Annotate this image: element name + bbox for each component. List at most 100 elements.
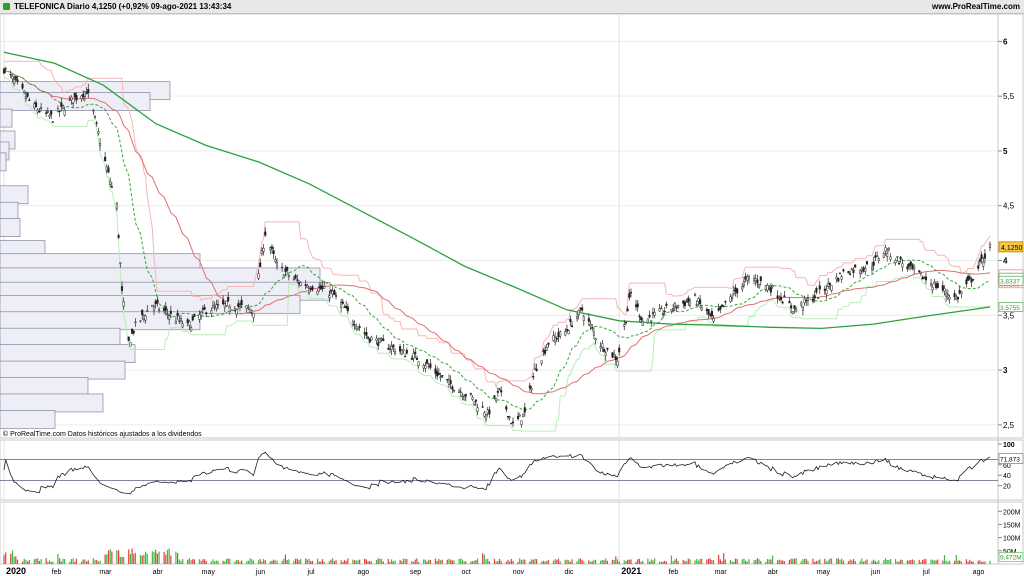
volume-bar: [871, 560, 873, 564]
volume-bar: [613, 559, 615, 564]
site-link[interactable]: www.ProRealTime.com: [931, 2, 1020, 11]
candle-body: [842, 269, 845, 272]
candle-body: [946, 294, 949, 296]
candle-body: [152, 305, 156, 311]
candle-body: [72, 102, 75, 104]
candle-body: [825, 289, 828, 295]
volume-bar: [889, 559, 892, 564]
volume-bar: [177, 553, 179, 564]
moving-average-50: [3, 70, 991, 395]
volume-bar: [367, 561, 369, 564]
candle-body: [710, 311, 713, 317]
candle-body: [257, 273, 260, 279]
volume-bar: [214, 561, 216, 564]
candle-body: [945, 293, 948, 297]
volume-bar: [824, 558, 826, 564]
volume-bar: [252, 560, 255, 564]
volume-bar: [783, 561, 785, 564]
indicator-value-box: [998, 302, 1024, 312]
volume-bar: [37, 558, 39, 564]
volume-bar: [792, 558, 794, 564]
candle-body: [235, 309, 238, 315]
price-tick-label: 5: [1003, 147, 1008, 156]
volume-bar: [227, 558, 229, 564]
candle-body: [95, 122, 98, 124]
volume-bar: [862, 561, 865, 564]
volume-bar: [48, 560, 51, 564]
volume-bar: [276, 560, 278, 564]
candle-body: [670, 308, 673, 312]
volume-bar: [778, 559, 780, 564]
volume-bar: [854, 560, 856, 564]
candle-body: [346, 306, 349, 312]
volume-bar: [812, 558, 814, 564]
candle-body: [523, 407, 526, 413]
candle-body: [105, 166, 108, 171]
volume-bar: [780, 560, 782, 564]
candle-body: [483, 412, 486, 417]
candle-body: [318, 286, 321, 288]
candle-body: [99, 143, 102, 146]
volume-bar: [664, 560, 666, 564]
volume-bar: [343, 560, 346, 564]
volume-bar: [332, 558, 334, 564]
candle-body: [918, 270, 921, 273]
candle-body: [601, 343, 604, 348]
candle-body: [201, 308, 204, 310]
candle-body: [813, 295, 816, 299]
candle-body: [781, 301, 784, 304]
candle-body: [882, 252, 885, 258]
candle-body: [673, 302, 676, 308]
volume-bar: [52, 561, 54, 564]
volume-bar: [510, 558, 512, 564]
volume-bar: [47, 561, 49, 564]
volume-bar: [274, 560, 276, 564]
volume-bar: [888, 559, 890, 564]
candle-body: [933, 281, 936, 284]
volume-bar: [571, 559, 573, 564]
candle-body: [223, 303, 226, 308]
candle-body: [331, 290, 334, 295]
candle-body: [592, 331, 595, 336]
candle-body: [179, 318, 183, 322]
candle-body: [752, 278, 756, 282]
volume-bar: [187, 559, 189, 564]
volume-bar: [163, 551, 165, 564]
volume-bar: [438, 558, 440, 564]
candle-body: [587, 318, 590, 322]
volume-bar: [414, 559, 416, 564]
volume-bar: [625, 561, 627, 564]
volume-bar: [947, 561, 949, 564]
volume-bar: [682, 559, 684, 564]
volume-bar: [918, 559, 920, 564]
candle-body: [854, 264, 857, 268]
candle-body: [355, 326, 358, 330]
candle-body: [811, 298, 815, 302]
candle-body: [2, 68, 6, 74]
volume-bar: [647, 558, 649, 564]
rsi-value-box: [998, 453, 1024, 464]
rsi-tick-label: 60: [1003, 463, 1011, 470]
volume-bar: [97, 561, 99, 564]
volume-bar: [536, 559, 538, 564]
candle-body: [225, 300, 228, 306]
candle-body: [870, 266, 874, 270]
candle-body: [164, 306, 167, 311]
volume-bar: [760, 561, 762, 564]
volume-bar: [901, 560, 903, 564]
volume-bar: [743, 558, 745, 564]
volume-bar: [345, 560, 347, 564]
candle-body: [404, 355, 407, 358]
candle-body: [850, 268, 853, 270]
candle-body: [720, 304, 724, 307]
volume-bar: [672, 561, 674, 564]
candle-body: [16, 79, 19, 82]
x-tick-label: may: [202, 569, 216, 576]
volume-bar: [559, 561, 561, 564]
volume-profile-bar: [0, 393, 104, 413]
candle-body: [614, 356, 617, 361]
volume-bar: [686, 561, 688, 564]
volume-bar: [520, 560, 523, 564]
volume-bar: [399, 559, 401, 564]
